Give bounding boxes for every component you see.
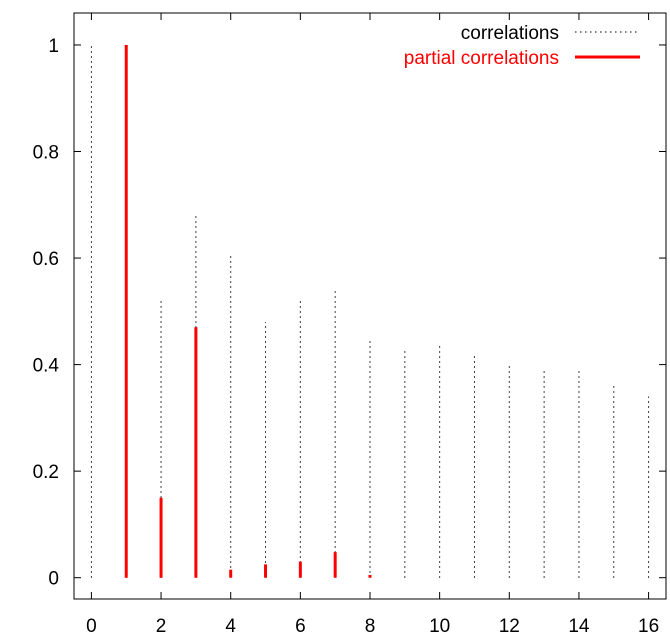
x-tick-label: 2 (156, 616, 167, 637)
y-tick-label: 1 (48, 36, 59, 57)
y-tick-label: 0.8 (33, 143, 59, 164)
plot-border (73, 12, 667, 600)
x-tick-label: 12 (499, 616, 520, 637)
x-tick-label: 6 (295, 616, 306, 637)
x-tick-label: 16 (638, 616, 659, 637)
legend-label-partial-correlations: partial correlations (404, 48, 559, 69)
y-tick-label: 0 (48, 569, 59, 590)
x-tick-label: 0 (86, 616, 97, 637)
y-tick-label: 0.4 (33, 356, 60, 377)
x-tick-label: 10 (429, 616, 450, 637)
series-partial-correlations (124, 44, 372, 578)
legend-label-correlations: correlations (461, 23, 559, 44)
legend: correlations partial correlations (404, 23, 640, 69)
y-tick-label: 0.6 (33, 249, 59, 270)
series-correlations (90, 44, 650, 578)
axes-frame (73, 12, 667, 600)
y-tick-label: 0.2 (33, 462, 59, 483)
x-tick-label: 4 (225, 616, 236, 637)
x-tick-label: 14 (568, 616, 590, 637)
axis-ticks: 00.20.40.60.810 2 4 6 8 10 12 14 16 (33, 13, 666, 637)
x-tick-label: 8 (365, 616, 376, 637)
